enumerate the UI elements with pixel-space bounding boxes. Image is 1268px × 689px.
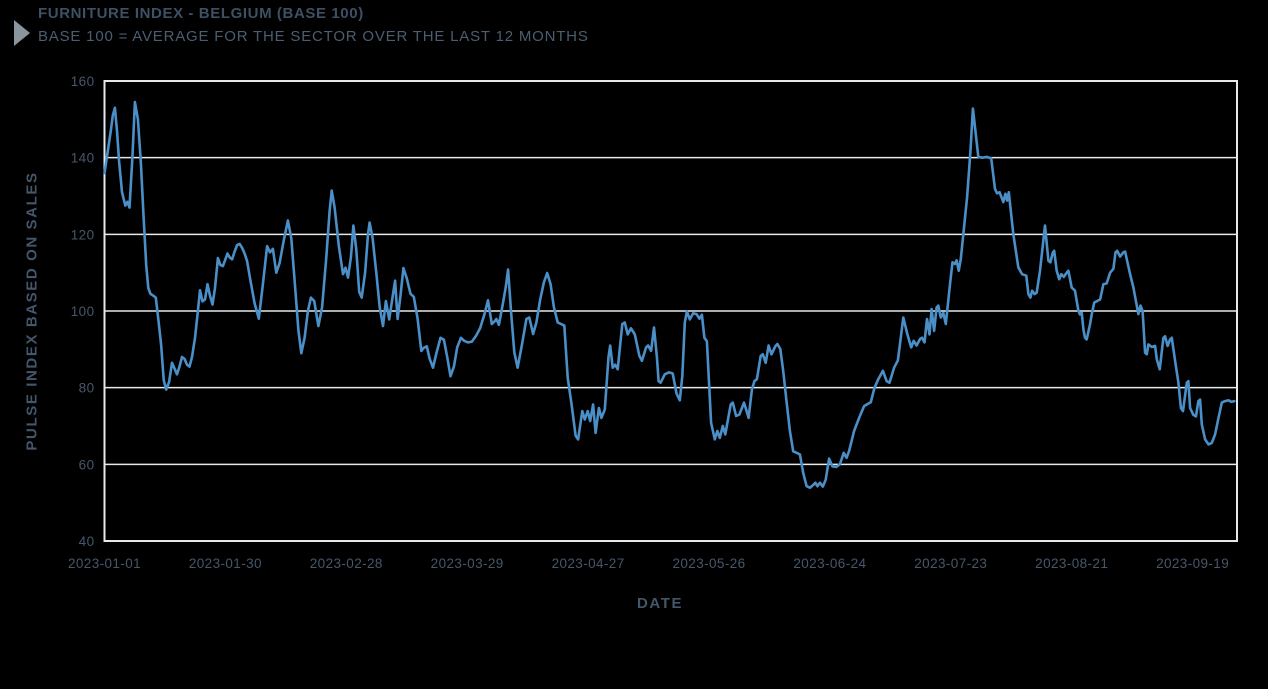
- x-tick-2023-06-24: 2023-06-24: [793, 556, 866, 571]
- x-tick-2023-09-19: 2023-09-19: [1156, 556, 1229, 571]
- x-tick-2023-03-29: 2023-03-29: [431, 556, 504, 571]
- plot-border: [103, 80, 1238, 542]
- index-line-series: [103, 100, 1236, 490]
- x-tick-2023-05-26: 2023-05-26: [672, 556, 745, 571]
- x-tick-2023-04-27: 2023-04-27: [552, 556, 625, 571]
- chart-title: FURNITURE INDEX - BELGIUM (BASE 100): [38, 5, 364, 22]
- x-tick-2023-01-01: 2023-01-01: [68, 556, 141, 571]
- x-tick-2023-01-30: 2023-01-30: [189, 556, 262, 571]
- play-triangle-icon: [14, 20, 30, 46]
- x-axis-label: DATE: [636, 595, 684, 612]
- y-tick-80: 80: [79, 381, 95, 396]
- y-tick-40: 40: [79, 534, 95, 549]
- x-tick-2023-07-23: 2023-07-23: [914, 556, 987, 571]
- x-tick-2023-02-28: 2023-02-28: [310, 556, 383, 571]
- y-tick-120: 120: [71, 227, 95, 242]
- chart-subtitle: BASE 100 = AVERAGE FOR THE SECTOR OVER T…: [38, 28, 589, 45]
- y-tick-100: 100: [71, 304, 95, 319]
- x-tick-2023-08-21: 2023-08-21: [1035, 556, 1108, 571]
- y-tick-60: 60: [79, 457, 95, 472]
- y-tick-140: 140: [71, 151, 95, 166]
- y-tick-160: 160: [71, 74, 95, 89]
